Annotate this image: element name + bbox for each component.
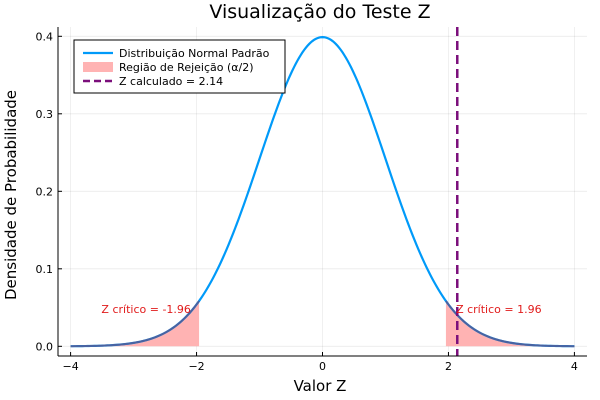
y-tick-label: 0.2	[36, 185, 54, 198]
rejection-edge-line	[70, 300, 200, 348]
rejection-area-right	[445, 301, 575, 347]
legend-swatch-rejection	[83, 62, 113, 72]
y-axis-label: Densidade de Probabilidade	[2, 90, 20, 300]
legend-label-normal: Distribuição Normal Padrão	[119, 47, 270, 60]
legend-label-rejection: Região de Rejeição (α/2)	[119, 61, 254, 74]
series-lines	[70, 27, 575, 356]
x-tick-label: 0	[319, 360, 326, 373]
legend-label-z-calculated: Z calculado = 2.14	[119, 75, 223, 88]
y-tick-label: 0.4	[36, 30, 54, 43]
annotation-z-critical-left: Z crítico = -1.96	[101, 303, 190, 316]
x-tick-label: 4	[571, 360, 578, 373]
y-tick-label: 0.3	[36, 108, 54, 121]
rejection-areas	[70, 301, 575, 347]
y-tick-label: 0.1	[36, 263, 54, 276]
x-tick-label: −2	[188, 360, 204, 373]
x-axis-label: Valor Z	[294, 377, 347, 395]
annotation-z-critical-right: Z crítico = 1.96	[456, 303, 542, 316]
x-axis-ticks: −4 −2 0 2 4	[62, 352, 578, 373]
annotations: Z crítico = -1.96 Z crítico = 1.96	[101, 303, 541, 316]
y-axis-ticks: 0.0 0.1 0.2 0.3 0.4	[36, 30, 62, 353]
rejection-area-left	[70, 301, 200, 347]
y-tick-label: 0.0	[36, 340, 54, 353]
chart-title: Visualização do Teste Z	[209, 1, 430, 23]
x-tick-label: −4	[62, 360, 78, 373]
x-tick-label: 2	[445, 360, 452, 373]
rejection-edge-line	[445, 300, 575, 348]
